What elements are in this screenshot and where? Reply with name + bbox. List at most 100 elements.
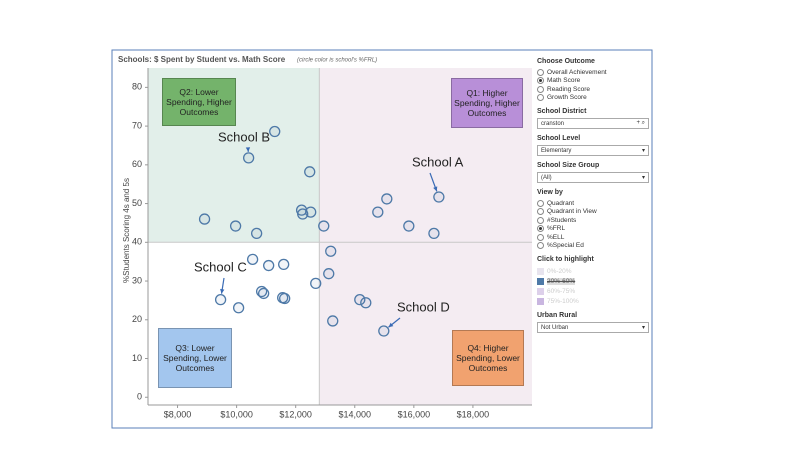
data-point: [250, 227, 263, 240]
section-title: Urban Rural: [537, 312, 578, 319]
radio[interactable]: [537, 77, 544, 85]
radio-label: Growth Score: [547, 94, 587, 102]
data-point: [327, 315, 339, 327]
radio[interactable]: [537, 199, 544, 207]
dropdown[interactable]: Not Urban ▾: [537, 322, 649, 333]
highlight-item[interactable]: 20%-60%: [537, 276, 649, 286]
x-tick-label: $12,000: [279, 409, 312, 419]
radio-label: %Special Ed: [547, 242, 584, 250]
radio[interactable]: [537, 233, 544, 241]
radio-option[interactable]: %Special Ed: [537, 242, 649, 251]
arrow-head: [433, 186, 438, 192]
highlight-item[interactable]: 0%-20%: [537, 266, 649, 276]
swatch-label: 60%-75%: [547, 287, 576, 295]
annotation: School B: [218, 129, 270, 144]
radio-option[interactable]: #Students: [537, 216, 649, 225]
radio[interactable]: [537, 208, 544, 216]
data-point: [263, 259, 275, 272]
data-point: [269, 125, 281, 138]
y-tick-label: 30: [132, 275, 142, 285]
radio[interactable]: [537, 85, 544, 93]
radio[interactable]: [537, 225, 544, 233]
radio-option[interactable]: Quadrant in View: [537, 208, 649, 217]
radio-label: %FRL: [547, 225, 566, 233]
y-tick-label: 70: [132, 120, 142, 130]
swatch: [537, 297, 544, 305]
data-point: [279, 292, 291, 305]
data-point: [214, 293, 227, 306]
swatch: [537, 277, 544, 285]
chart-title: Schools: $ Spent by Student vs. Math Sco…: [118, 55, 286, 64]
radio-option[interactable]: Overall Achievement: [537, 68, 649, 77]
chart-subtitle: (circle color is school's %FRL): [297, 58, 377, 64]
data-point: [318, 220, 330, 232]
radio-label: %ELL: [547, 233, 565, 241]
dropdown-value: (All): [541, 174, 552, 181]
annotation: School A: [412, 154, 464, 169]
frame: [111, 49, 653, 429]
data-point: [198, 213, 211, 225]
radio-option[interactable]: %ELL: [537, 233, 649, 242]
highlight-item[interactable]: 60%-75%: [537, 286, 649, 296]
x-tick-label: $8,000: [164, 409, 192, 419]
radio-option[interactable]: Quadrant: [537, 199, 649, 208]
section-title: School Size Group: [537, 162, 600, 169]
radio-option[interactable]: %FRL: [537, 225, 649, 234]
radio-option[interactable]: Growth Score: [537, 94, 649, 103]
x-tick-label: $16,000: [398, 409, 431, 419]
section-title: School District: [537, 108, 587, 115]
radio-label: Overall Achievement: [547, 68, 607, 76]
data-point: [378, 325, 390, 337]
radio[interactable]: [537, 68, 544, 76]
sidebar: Choose Outcome Overall Achievement Math Sc…: [537, 52, 649, 333]
section-title: View by: [537, 189, 563, 196]
y-tick-label: 80: [132, 82, 142, 92]
dropdown-value: Elementary: [541, 147, 572, 154]
radio-label: Math Score: [547, 77, 581, 85]
dropdown[interactable]: (All) ▾: [537, 172, 649, 183]
data-point: [428, 227, 440, 240]
data-point: [242, 152, 255, 164]
dropdown-arrow: ▾: [641, 148, 645, 154]
annotation: School D: [397, 299, 450, 314]
radio[interactable]: [537, 216, 544, 224]
radio-option[interactable]: Reading Score: [537, 85, 649, 94]
swatch: [537, 267, 544, 275]
dropdown-arrow: ▾: [641, 325, 645, 331]
dropdown-arrow: + ⌕: [636, 120, 645, 126]
y-tick-label: 10: [132, 353, 142, 363]
data-point: [433, 191, 445, 203]
quadrant-label: Q2: Lower Spending, Higher Outcomes: [162, 78, 236, 126]
x-tick-label: $18,000: [457, 409, 490, 419]
radio-label: #Students: [547, 216, 577, 224]
y-tick-label: 0: [137, 392, 142, 402]
dropdown-value: cranston: [541, 120, 565, 127]
y-tick-label: 40: [132, 237, 142, 247]
swatch-label: 20%-60%: [547, 277, 576, 285]
data-point: [323, 268, 335, 280]
section-title: Click to highlight: [537, 256, 594, 263]
quadrant-label: Q3: Lower Spending, Lower Outcomes: [158, 328, 232, 388]
data-point: [246, 253, 259, 266]
highlight-item[interactable]: 75%-100%: [537, 296, 649, 306]
data-point: [304, 166, 316, 178]
radio[interactable]: [537, 94, 544, 102]
x-tick-label: $10,000: [220, 409, 253, 419]
data-point: [360, 297, 372, 309]
data-point: [232, 302, 245, 314]
radio-option[interactable]: Math Score: [537, 77, 649, 86]
data-point: [310, 277, 322, 290]
data-point: [229, 220, 242, 232]
radio[interactable]: [537, 242, 544, 250]
data-point: [257, 287, 270, 300]
dropdown[interactable]: Elementary ▾: [537, 145, 649, 156]
dropdown[interactable]: cranston + ⌕: [537, 118, 649, 129]
section-title: Choose Outcome: [537, 58, 595, 65]
dropdown-arrow: ▾: [641, 175, 645, 181]
swatch: [537, 287, 544, 295]
quadrant-label: Q4: Higher Spending, Lower Outcomes: [452, 330, 524, 386]
y-axis-label: %Students Scoring 4s and 5s: [122, 178, 131, 283]
y-tick-label: 20: [132, 314, 142, 324]
data-point: [403, 220, 415, 232]
